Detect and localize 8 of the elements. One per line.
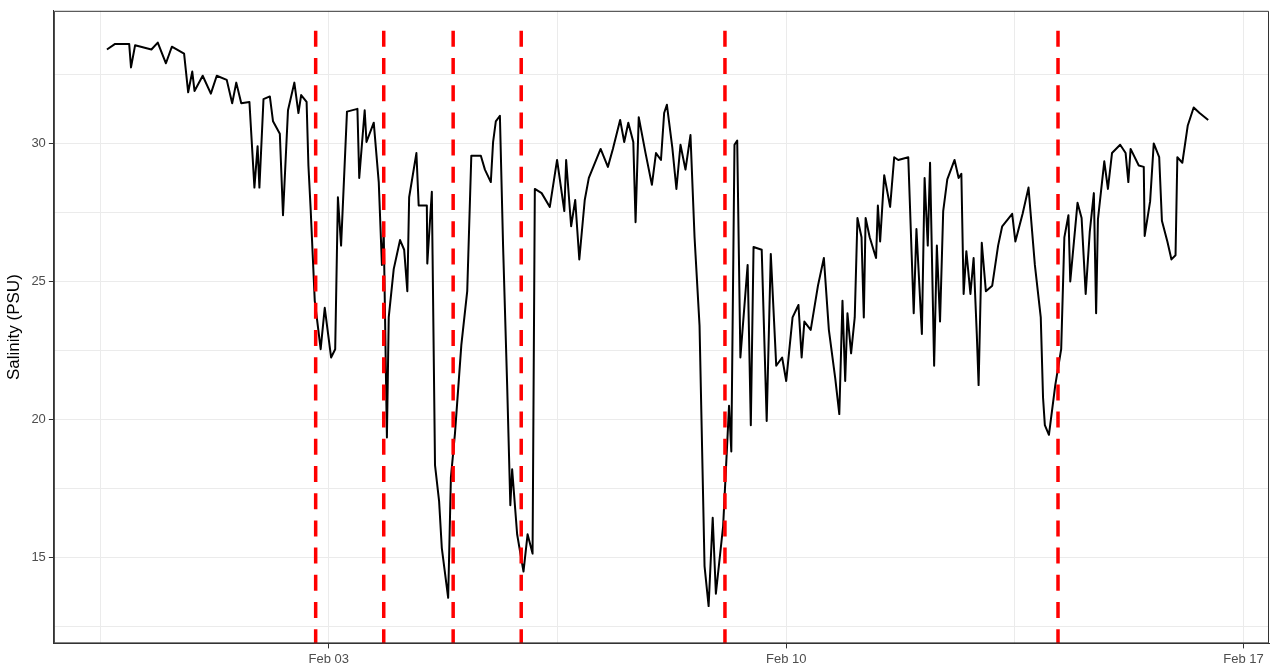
y-tick-label: 15 bbox=[31, 549, 46, 565]
y-tick-label: 25 bbox=[31, 273, 46, 289]
y-tick-label: 20 bbox=[31, 411, 46, 427]
y-axis-title: Salinity (PSU) bbox=[3, 274, 23, 381]
x-tick-label: Feb 03 bbox=[308, 650, 350, 666]
y-tick-label: 30 bbox=[31, 134, 46, 150]
x-tick-label: Feb 17 bbox=[1223, 650, 1264, 666]
x-tick-label: Feb 10 bbox=[765, 650, 807, 666]
